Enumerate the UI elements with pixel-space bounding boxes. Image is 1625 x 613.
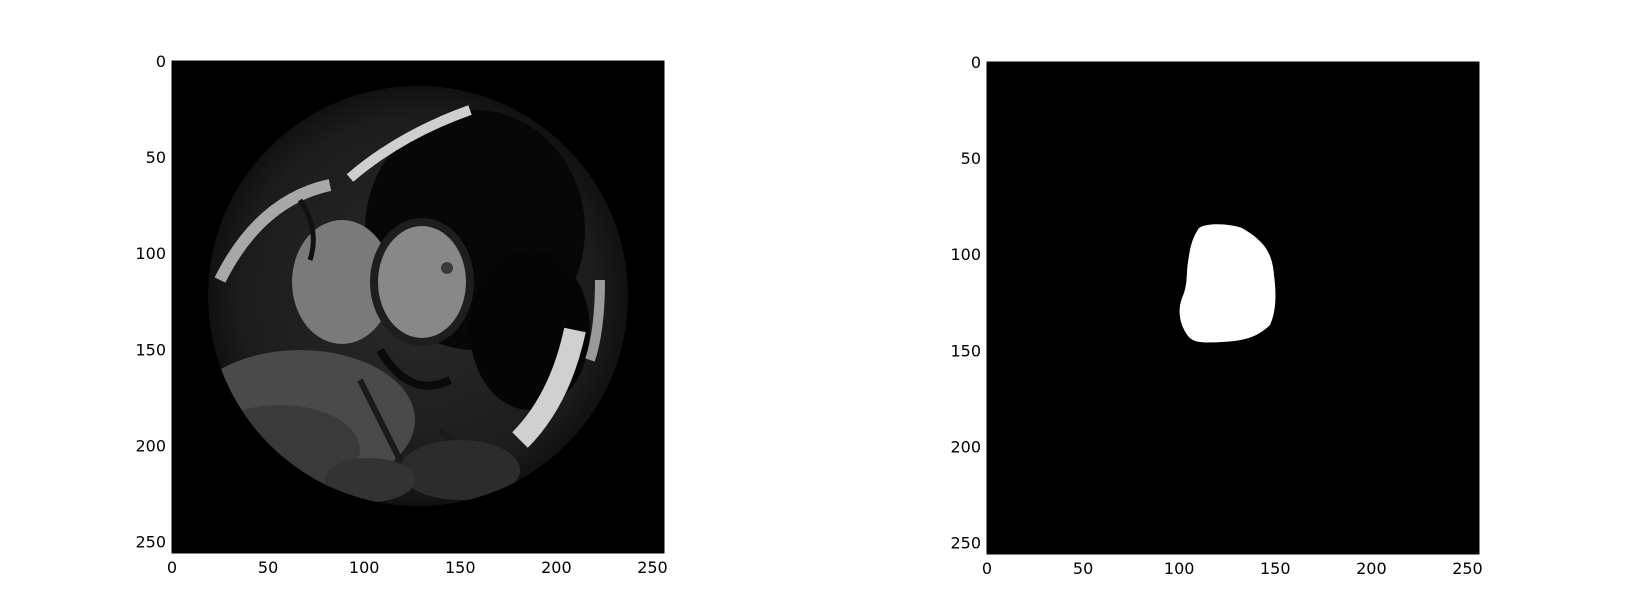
y-tick-label: 50 [961,149,981,168]
y-tick-label: 250 [135,532,166,551]
y-tick-label: 100 [135,244,166,263]
x-tick-label: 200 [541,558,572,577]
y-tick-label: 150 [135,340,166,359]
y-tick-label: 100 [950,245,981,264]
y-tick-label: 0 [971,53,981,72]
mri-image-panel: 0 50 100 150 200 250 0 50 100 150 200 250 [0,0,812,613]
x-tick-label: 100 [1164,559,1195,578]
y-tick-label: 250 [950,533,981,552]
x-tick-label: 50 [258,558,278,577]
x-tick-label: 150 [445,558,476,577]
y-tick-label: 50 [146,148,166,167]
x-tick-label: 50 [1073,559,1093,578]
x-tick-label: 0 [982,559,992,578]
y-tick-label: 150 [950,341,981,360]
x-tick-label: 150 [1260,559,1291,578]
x-tick-label: 100 [349,558,380,577]
x-tick-label: 200 [1356,559,1387,578]
y-tick-label: 200 [950,437,981,456]
x-tick-label: 250 [1452,559,1483,578]
y-tick-label: 0 [156,52,166,71]
x-tick-label: 250 [637,558,668,577]
y-tick-label: 200 [135,436,166,455]
segmentation-mask-panel: 0 50 100 150 200 250 0 50 100 150 200 250 [812,0,1625,613]
x-tick-label: 0 [167,558,177,577]
